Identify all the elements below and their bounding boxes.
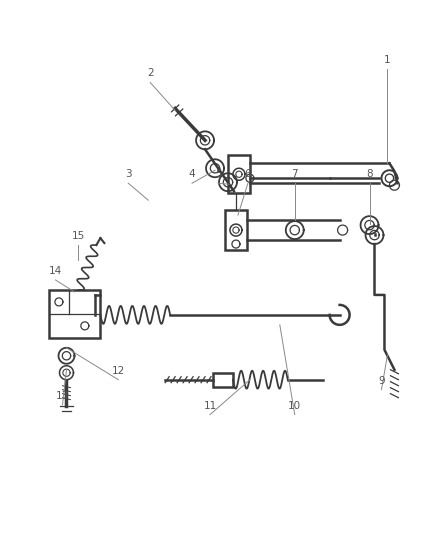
- Text: 9: 9: [378, 376, 385, 386]
- Bar: [49, 290, 100, 338]
- Text: 1: 1: [384, 54, 391, 64]
- Text: 4: 4: [189, 169, 195, 179]
- Text: 6: 6: [244, 169, 251, 179]
- Bar: [225, 210, 247, 250]
- Text: 12: 12: [112, 366, 125, 376]
- Text: 14: 14: [49, 266, 62, 276]
- Text: 7: 7: [291, 169, 298, 179]
- Text: 3: 3: [125, 169, 131, 179]
- Bar: [228, 155, 250, 193]
- Text: 11: 11: [203, 401, 217, 410]
- Bar: [213, 373, 233, 386]
- Text: 15: 15: [72, 231, 85, 241]
- Text: 5: 5: [215, 169, 221, 179]
- Text: 8: 8: [366, 169, 373, 179]
- Text: 13: 13: [56, 391, 69, 401]
- Text: 2: 2: [147, 69, 154, 78]
- Text: 10: 10: [288, 401, 301, 410]
